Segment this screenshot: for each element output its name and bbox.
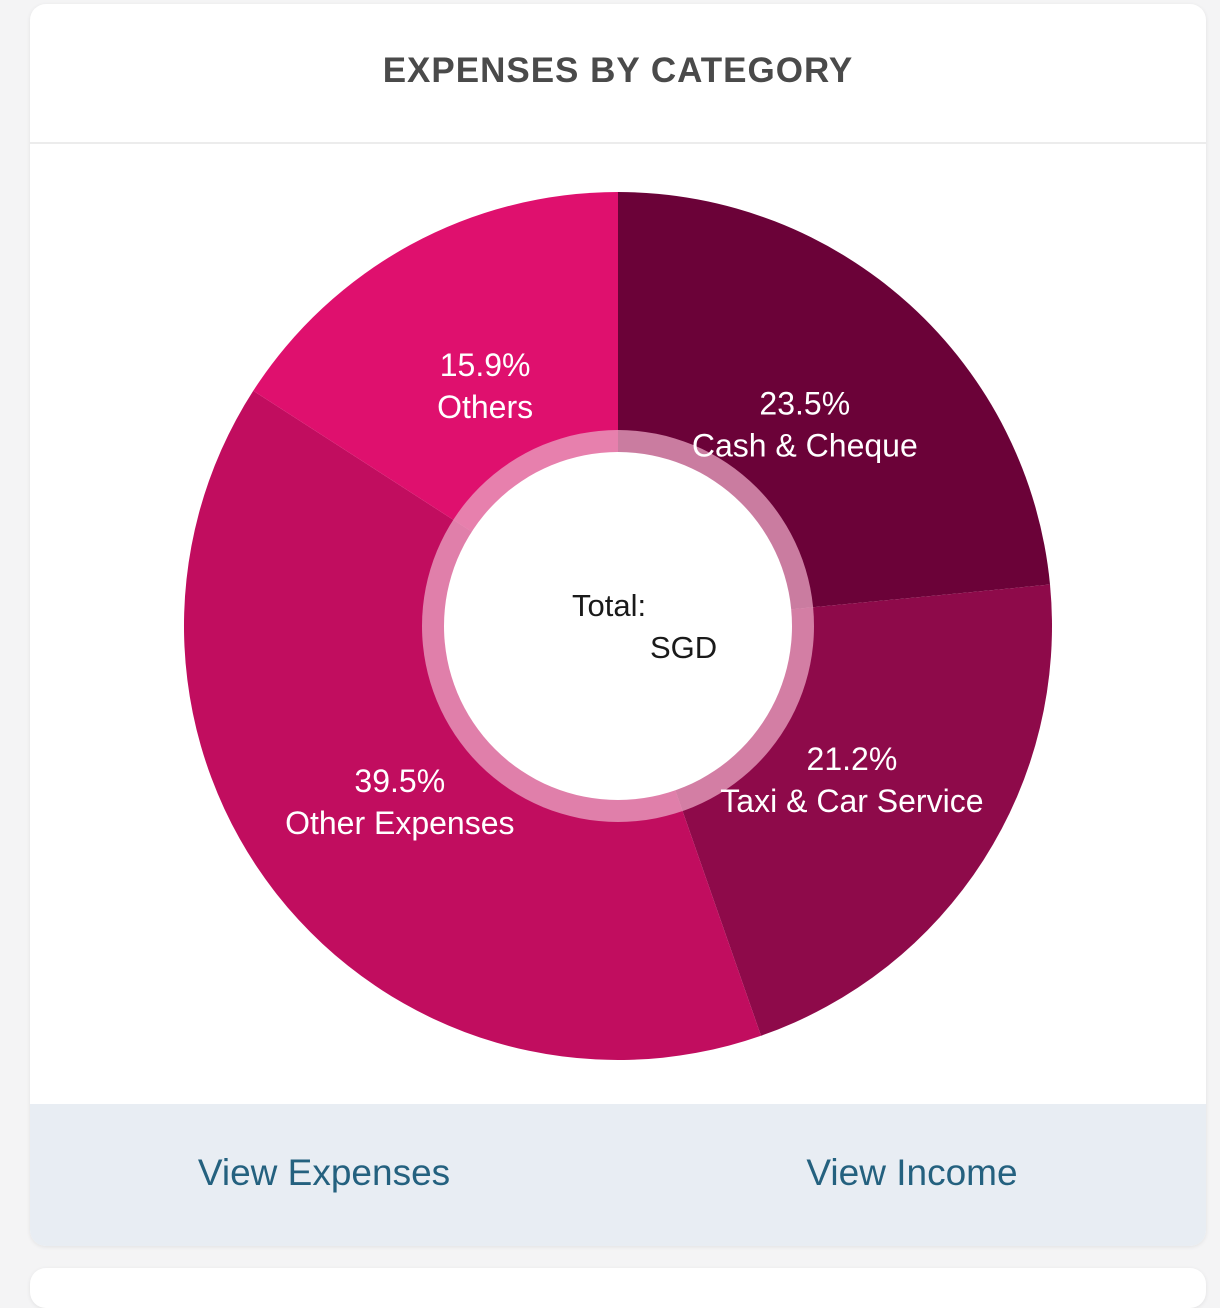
slice-category-label: Cash & Cheque <box>692 427 918 463</box>
donut-chart-area: 23.5% Cash & Cheque 21.2% Taxi & Car Servic… <box>30 144 1206 1104</box>
view-income-link[interactable]: View Income <box>806 1152 1018 1193</box>
inner-hole <box>444 452 792 800</box>
center-currency: SGD <box>650 630 718 665</box>
slice-category-label: Others <box>437 389 533 425</box>
card-header: EXPENSES BY CATEGORY <box>30 4 1206 144</box>
view-expenses-link[interactable]: View Expenses <box>197 1152 451 1193</box>
slice-percent-label: 39.5% <box>354 763 445 799</box>
slice-percent-label: 23.5% <box>759 385 850 421</box>
slice-labels: 23.5% Cash & Cheque 21.2% Taxi & Car Servic… <box>285 347 983 841</box>
card-footer: View Expenses View Income <box>30 1104 1206 1246</box>
next-card <box>30 1268 1206 1308</box>
slice-category-label: Taxi & Car Service <box>720 783 983 819</box>
donut-chart: 23.5% Cash & Cheque 21.2% Taxi & Car Servic… <box>183 192 1052 1061</box>
center-total-label: Total: <box>572 588 647 623</box>
expenses-by-category-card: EXPENSES BY CATEGORY 23.5% Cash & Cheque 2… <box>30 4 1206 1246</box>
card-title: EXPENSES BY CATEGORY <box>382 51 854 90</box>
slice-percent-label: 21.2% <box>807 741 898 777</box>
slice-category-label: Other Expenses <box>285 805 514 841</box>
slice-percent-label: 15.9% <box>440 347 531 383</box>
